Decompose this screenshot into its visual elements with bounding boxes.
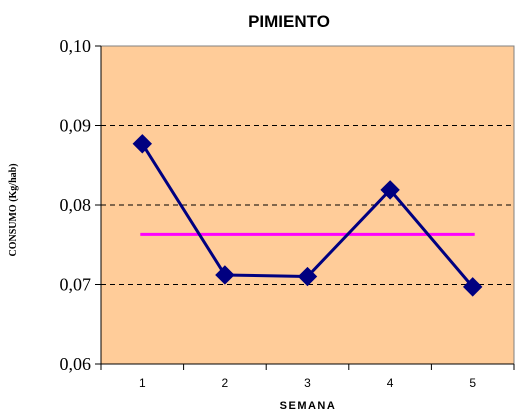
y-tick-label: 0,07 (60, 275, 92, 295)
x-tick-label: 2 (222, 376, 229, 390)
x-tick-label: 1 (139, 376, 146, 390)
x-tick-label: 3 (304, 376, 311, 390)
y-axis-label: CONSUMO (Kg/hab) (8, 163, 19, 256)
y-tick-label: 0,09 (60, 116, 92, 136)
y-axis-ticks: 0,06 0,07 0,08 0,09 0,10 (60, 36, 514, 374)
x-tick-label: 4 (387, 376, 394, 390)
data-point-marker (215, 265, 235, 285)
y-tick-label: 0,06 (60, 354, 92, 374)
chart-title: PIMIENTO (248, 12, 330, 31)
series-group (132, 134, 483, 297)
data-point-marker (380, 180, 400, 200)
y-tick-label: 0,08 (60, 195, 92, 215)
x-tick-label: 5 (469, 376, 476, 390)
data-point-marker (462, 277, 483, 297)
y-tick-label: 0,10 (60, 36, 92, 56)
data-point-marker (297, 266, 318, 287)
x-axis-label: SEMANA (280, 400, 337, 412)
x-axis-ticks: 1 2 3 4 5 (100, 364, 515, 390)
data-point-marker (132, 134, 153, 154)
gridlines (101, 125, 514, 285)
